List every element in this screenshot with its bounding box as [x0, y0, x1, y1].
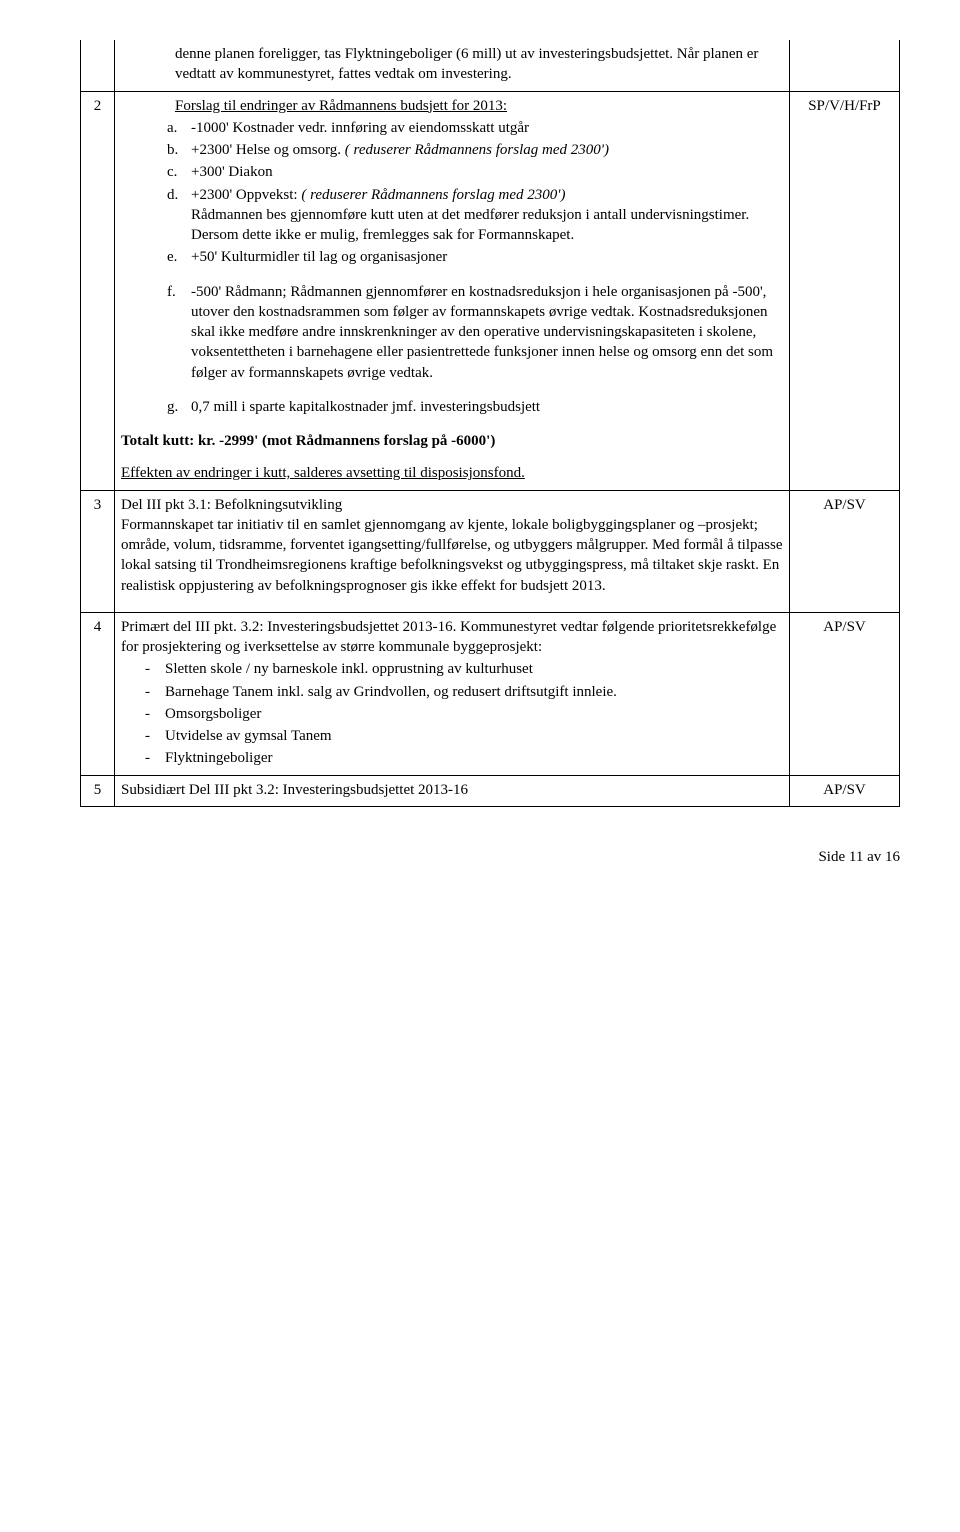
list-item: f.-500' Rådmann; Rådmannen gjennomfører …: [167, 282, 783, 383]
paragraph: Del III pkt 3.1: Befolkningsutvikling Fo…: [121, 495, 783, 596]
row-content: denne planen foreligger, tas Flyktningeb…: [115, 40, 790, 91]
lettered-list: g.0,7 mill i sparte kapitalkostnader jmf…: [121, 397, 783, 417]
row-number: 5: [81, 775, 115, 806]
list-item: a.-1000' Kostnader vedr. innføring av ei…: [167, 118, 783, 138]
table-row: 5 Subsidiært Del III pkt 3.2: Investerin…: [81, 775, 900, 806]
row-content: Del III pkt 3.1: Befolkningsutvikling Fo…: [115, 490, 790, 612]
row-number: [81, 40, 115, 91]
row-party: AP/SV: [790, 775, 900, 806]
table-row: 4 Primært del III pkt. 3.2: Investerings…: [81, 612, 900, 775]
lettered-list: a.-1000' Kostnader vedr. innføring av ei…: [121, 118, 783, 268]
list-item: b.+2300' Helse og omsorg. ( reduserer Rå…: [167, 140, 783, 160]
lettered-list: f.-500' Rådmann; Rådmannen gjennomfører …: [121, 282, 783, 383]
heading: Forslag til endringer av Rådmannens buds…: [175, 98, 507, 114]
total-line: Totalt kutt: kr. -2999' (mot Rådmannens …: [121, 431, 783, 451]
row-content: Forslag til endringer av Rådmannens buds…: [115, 91, 790, 490]
dash-list: Sletten skole / ny barneskole inkl. oppr…: [121, 659, 783, 768]
row-party: [790, 40, 900, 91]
list-item: c.+300' Diakon: [167, 162, 783, 182]
table-row: 2 Forslag til endringer av Rådmannens bu…: [81, 91, 900, 490]
page-footer: Side 11 av 16: [80, 847, 900, 867]
row-party: SP/V/H/FrP: [790, 91, 900, 490]
row-content: Subsidiært Del III pkt 3.2: Investerings…: [115, 775, 790, 806]
paragraph: Primært del III pkt. 3.2: Investeringsbu…: [121, 617, 783, 658]
list-item: Barnehage Tanem inkl. salg av Grindvolle…: [141, 682, 783, 702]
list-item: g.0,7 mill i sparte kapitalkostnader jmf…: [167, 397, 783, 417]
row-party: AP/SV: [790, 490, 900, 612]
row-content: Primært del III pkt. 3.2: Investeringsbu…: [115, 612, 790, 775]
table-row: denne planen foreligger, tas Flyktningeb…: [81, 40, 900, 91]
row-number: 3: [81, 490, 115, 612]
list-item: Flyktningeboliger: [141, 748, 783, 768]
list-item: d.+2300' Oppvekst: ( reduserer Rådmannen…: [167, 185, 783, 246]
list-item: e.+50' Kulturmidler til lag og organisas…: [167, 247, 783, 267]
main-table: denne planen foreligger, tas Flyktningeb…: [80, 40, 900, 807]
list-item: Utvidelse av gymsal Tanem: [141, 726, 783, 746]
list-item: Omsorgsboliger: [141, 704, 783, 724]
effect-line: Effekten av endringer i kutt, salderes a…: [121, 465, 525, 481]
paragraph: Subsidiært Del III pkt 3.2: Investerings…: [121, 780, 783, 800]
list-item: Sletten skole / ny barneskole inkl. oppr…: [141, 659, 783, 679]
table-row: 3 Del III pkt 3.1: Befolkningsutvikling …: [81, 490, 900, 612]
row-number: 4: [81, 612, 115, 775]
row-number: 2: [81, 91, 115, 490]
paragraph: denne planen foreligger, tas Flyktningeb…: [121, 44, 783, 85]
row-party: AP/SV: [790, 612, 900, 775]
